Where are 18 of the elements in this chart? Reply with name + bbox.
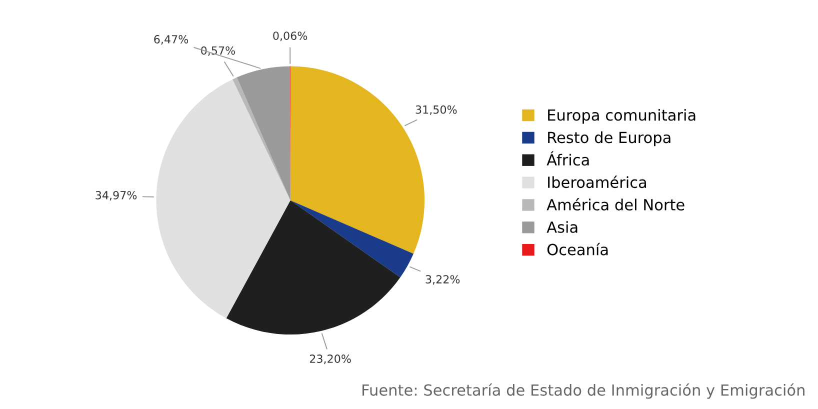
legend-label: África xyxy=(546,151,589,166)
legend-label: Oceanía xyxy=(547,242,608,256)
data-label: 31,50% xyxy=(416,105,457,115)
legend-label: Resto de Europa xyxy=(548,131,670,146)
data-label: 6,47% xyxy=(154,35,188,45)
data-label: 0,57% xyxy=(201,46,236,56)
pie-slice xyxy=(156,79,290,318)
legend-label: Asia xyxy=(546,221,578,233)
data-label: 34,97% xyxy=(96,190,137,201)
data-label: 23,20% xyxy=(310,354,351,364)
source-note: Fuente: Secretaría de Estado de Inmigración y Emigración xyxy=(362,383,804,399)
legend-label: Europa comunitaria xyxy=(548,108,696,124)
legend-label: América del Norte xyxy=(546,198,684,210)
legend-label: Iberoamérica xyxy=(548,176,646,188)
data-label: 3,22% xyxy=(426,275,460,285)
pie-slice xyxy=(226,200,400,335)
pie-slice xyxy=(290,200,414,278)
data-label: 0,06% xyxy=(273,32,308,42)
